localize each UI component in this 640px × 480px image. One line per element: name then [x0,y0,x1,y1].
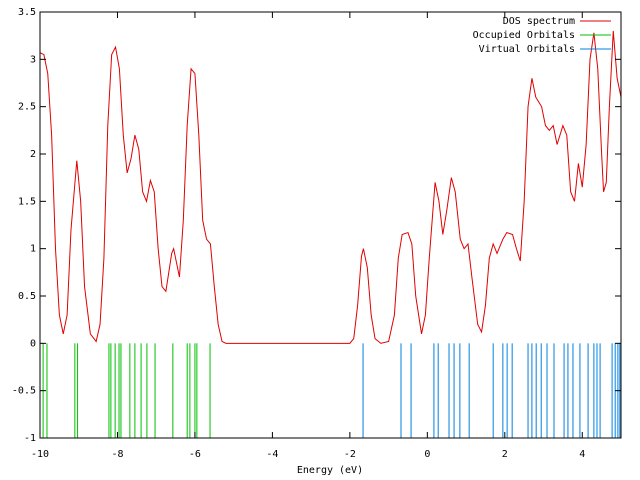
x-tick-label: 2 [502,449,508,460]
dos-line [39,30,622,344]
y-tick-label: 0.5 [18,291,36,302]
legend-label: Occupied Orbitals [473,30,575,41]
x-tick-label: 0 [424,449,430,460]
y-tick-label: 1.5 [18,196,36,207]
y-tick-label: -1 [24,433,36,444]
y-tick-label: 3.5 [18,7,36,18]
legend-label: DOS spectrum [503,16,575,27]
x-tick-label: -6 [189,449,201,460]
x-tick-label: -4 [266,449,278,460]
plot-border [39,11,622,439]
y-tick-label: 1 [30,244,36,255]
x-tick-label: -8 [111,449,123,460]
x-tick-label: -10 [31,449,49,460]
legend-label: Virtual Orbitals [479,44,575,55]
y-tick-label: 3 [30,54,36,65]
y-tick-label: 2 [30,149,36,160]
x-axis-label: Energy (eV) [297,465,363,476]
x-tick-label: 4 [579,449,585,460]
y-tick-label: -0.5 [12,386,36,397]
x-tick-label: -2 [344,449,356,460]
y-tick-label: 2.5 [18,102,36,113]
y-tick-label: 0 [30,338,36,349]
